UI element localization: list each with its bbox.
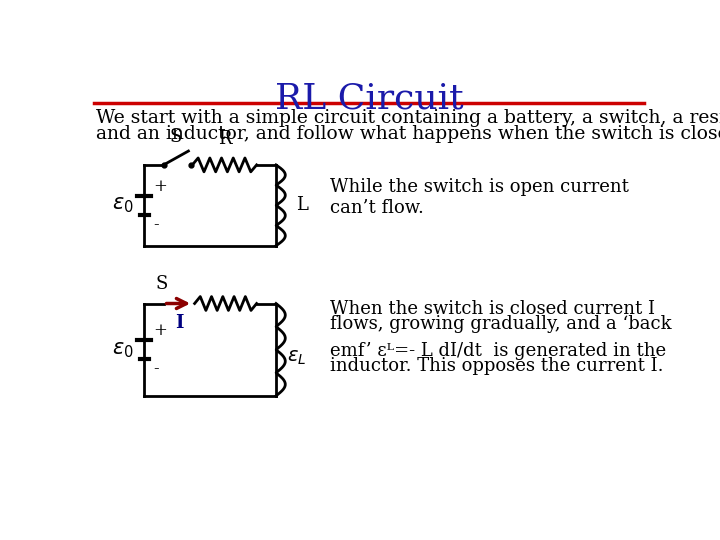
Text: RL Circuit: RL Circuit xyxy=(275,82,463,116)
Text: $\varepsilon_0$: $\varepsilon_0$ xyxy=(112,340,133,360)
Text: can’t flow.: can’t flow. xyxy=(330,199,424,217)
Text: R: R xyxy=(217,130,231,148)
Text: $\varepsilon_L$: $\varepsilon_L$ xyxy=(287,348,306,367)
Text: emf’ εᴸ=- L dI/dt  is generated in the: emf’ εᴸ=- L dI/dt is generated in the xyxy=(330,342,667,360)
Text: S: S xyxy=(169,129,182,146)
Text: flows, growing gradually, and a ‘back: flows, growing gradually, and a ‘back xyxy=(330,315,672,333)
Text: and an inductor, and follow what happens when the switch is closed.: and an inductor, and follow what happens… xyxy=(96,125,720,143)
Text: We start with a simple circuit containing a battery, a switch, a resistor,: We start with a simple circuit containin… xyxy=(96,109,720,127)
Text: +: + xyxy=(153,322,166,339)
Text: While the switch is open current: While the switch is open current xyxy=(330,178,629,196)
Text: I: I xyxy=(175,314,184,332)
Text: When the switch is closed current I: When the switch is closed current I xyxy=(330,300,655,318)
Text: -: - xyxy=(153,216,158,233)
Text: S: S xyxy=(156,275,168,293)
Text: L: L xyxy=(296,197,308,214)
Text: +: + xyxy=(153,178,166,194)
Text: -: - xyxy=(153,361,158,377)
Text: $\varepsilon_0$: $\varepsilon_0$ xyxy=(112,195,133,215)
Text: inductor. This opposes the current I.: inductor. This opposes the current I. xyxy=(330,357,664,375)
